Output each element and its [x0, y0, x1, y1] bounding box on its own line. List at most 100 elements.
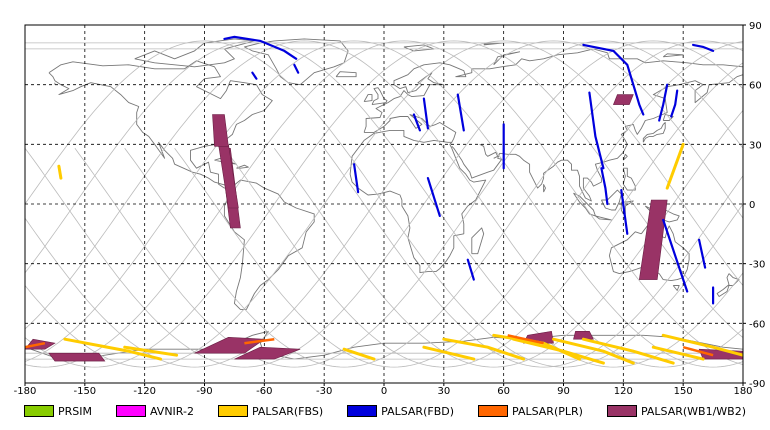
wb-swath — [48, 352, 106, 362]
wb-swath — [194, 336, 266, 354]
lat-tick-label: 90 — [749, 21, 762, 32]
fbd-swath — [658, 83, 669, 122]
orbit-track-11 — [174, 41, 743, 368]
lon-tick-label: 30 — [437, 386, 450, 397]
lon-tick-label: 0 — [381, 386, 387, 397]
lon-tick-label: 120 — [614, 386, 633, 397]
coastline-19 — [642, 122, 666, 143]
fbd-swath — [426, 177, 441, 217]
latitude-tick-labels: 90 60 30 0 -30 -60 -90 — [743, 21, 765, 390]
legend-item: PALSAR(FBD) — [347, 405, 454, 418]
fbd-swath — [662, 218, 689, 293]
fbs-swath — [665, 142, 685, 190]
legend-swatch — [23, 405, 54, 417]
orbit-track-13 — [273, 109, 743, 368]
fbd-swath — [691, 43, 715, 53]
lon-tick-label: 90 — [557, 386, 570, 397]
orbit-track-14 — [323, 147, 743, 368]
legend-item: AVNIR-2 — [115, 405, 194, 418]
legend-swatch — [347, 405, 378, 417]
fbs-swath — [651, 345, 705, 361]
lon-tick-label: -60 — [256, 386, 272, 397]
coastline-17 — [620, 200, 634, 215]
lon-tick-label: -30 — [316, 386, 332, 397]
coastline-7 — [371, 87, 388, 106]
coastline-23 — [543, 184, 546, 193]
fbd-swath — [251, 71, 258, 80]
legend-item: PALSAR(FBS) — [217, 404, 324, 418]
coastline-0 — [48, 60, 273, 189]
orbit-track-6 — [25, 40, 743, 368]
fbd-swath — [456, 93, 465, 132]
lat-tick-label: -30 — [749, 260, 765, 271]
lon-tick-label: 60 — [497, 386, 510, 397]
plr-swath — [25, 341, 46, 349]
coastline-6 — [479, 143, 499, 159]
coastline-31 — [662, 53, 684, 58]
legend-swatch — [217, 405, 248, 417]
lon-tick-label: -180 — [14, 386, 37, 397]
coastline-21 — [622, 153, 628, 161]
wb-swath — [638, 199, 668, 280]
coastline-18 — [622, 167, 636, 191]
coastline-3 — [349, 114, 487, 274]
lat-tick-label: 0 — [749, 200, 755, 211]
fbd-swath — [466, 258, 475, 281]
coverage-map: -180 -150 -120 -90 -60 -30 0 30 60 90 120 150 180 90… — [14, 21, 766, 397]
wb-swath — [212, 114, 229, 147]
fbs-swath — [581, 337, 675, 365]
fbs-swath — [63, 337, 163, 361]
coastline-26 — [134, 38, 255, 68]
longitude-tick-labels: -180 -150 -120 -90 -60 -30 0 30 60 90 120 150 180 — [14, 383, 753, 397]
legend-label: PRSIM — [57, 404, 92, 418]
legend-label: PALSAR(WB1/WB2) — [640, 404, 747, 418]
coastline-15 — [595, 215, 612, 221]
lon-tick-label: 150 — [674, 386, 693, 397]
coastline-16 — [600, 189, 622, 211]
wb-swath — [234, 346, 301, 360]
plr-swath — [507, 334, 544, 345]
fbd-swath — [422, 97, 429, 130]
lat-tick-label: 60 — [749, 81, 762, 92]
lat-tick-label: 30 — [749, 140, 762, 151]
legend-item: PALSAR(WB1/WB2) — [606, 404, 747, 418]
legend-item: PALSAR(PLR) — [478, 405, 583, 418]
legend-swatch — [606, 405, 637, 417]
fbd-swath — [223, 35, 298, 60]
coastline-9 — [335, 71, 357, 78]
lat-tick-label: -60 — [749, 319, 765, 330]
legend-label: PALSAR(FBS) — [251, 404, 324, 418]
coastline-22 — [471, 227, 485, 255]
orbit-track-12 — [224, 62, 743, 368]
legend-label: PALSAR(PLR) — [512, 404, 583, 418]
legend-swatch — [478, 405, 509, 417]
legend-label: PALSAR(FBD) — [381, 404, 455, 418]
legend: PRSIM AVNIR-2 PALSAR(FBS) PALSAR(FBD) PALSAR… — [0, 400, 770, 422]
fbd-swath — [600, 167, 609, 206]
coastline-1 — [223, 179, 315, 310]
fbs-swath — [442, 337, 526, 361]
plr-swath — [244, 337, 275, 345]
fbd-swath — [588, 91, 605, 170]
legend-item: PRSIM — [23, 404, 92, 418]
wb-swath — [612, 94, 634, 105]
fbs-swath — [661, 333, 743, 357]
fbd-swath — [412, 113, 421, 132]
fbd-swath — [620, 189, 629, 235]
lon-tick-label: 180 — [733, 386, 752, 397]
observation-swaths — [25, 35, 743, 365]
orbit-track-9 — [74, 40, 743, 368]
coastline-8 — [363, 94, 373, 103]
fbs-swath — [422, 345, 476, 361]
fbs-swath — [512, 337, 605, 365]
lon-tick-label: -120 — [133, 386, 156, 397]
coastline-27 — [25, 330, 743, 362]
orbit-track-3 — [25, 40, 743, 368]
coastline-20 — [662, 114, 674, 121]
legend-swatch — [115, 405, 146, 417]
fbs-swath — [123, 345, 179, 357]
orbit-track-0 — [25, 40, 743, 368]
fbs-swath — [342, 347, 376, 361]
fbd-swath — [697, 238, 707, 269]
lon-tick-label: -150 — [73, 386, 96, 397]
